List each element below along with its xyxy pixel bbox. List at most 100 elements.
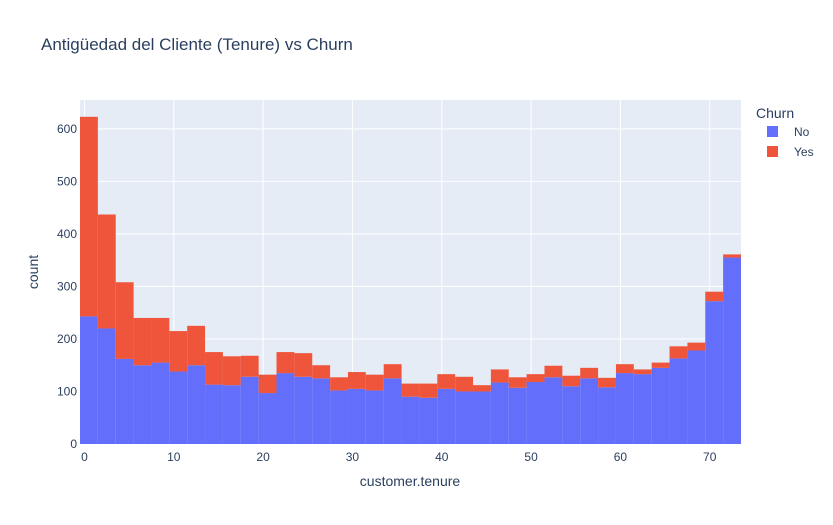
y-tick-label: 600 xyxy=(57,122,77,136)
legend-item-yes[interactable]: Yes xyxy=(767,145,814,159)
bar-yes[interactable] xyxy=(80,116,98,317)
bar-no[interactable] xyxy=(258,393,277,444)
legend-swatch-yes xyxy=(767,146,778,157)
bar-yes[interactable] xyxy=(115,282,134,359)
bar-yes[interactable] xyxy=(401,383,420,397)
bar-yes[interactable] xyxy=(705,291,724,302)
bar-yes[interactable] xyxy=(455,376,474,392)
legend-item-no[interactable]: No xyxy=(767,125,810,139)
bar-no[interactable] xyxy=(669,358,688,444)
bar-yes[interactable] xyxy=(365,374,384,391)
bar-no[interactable] xyxy=(276,373,295,444)
x-tick-label: 0 xyxy=(81,450,88,464)
bar-no[interactable] xyxy=(473,391,491,444)
bar-yes[interactable] xyxy=(383,364,402,379)
legend: Churn No Yes xyxy=(756,105,814,159)
bar-no[interactable] xyxy=(437,388,456,444)
bar-no[interactable] xyxy=(312,378,331,444)
y-tick-labels: 0 100 200 300 400 500 600 xyxy=(57,122,77,451)
bar-no[interactable] xyxy=(115,358,134,444)
bar-yes[interactable] xyxy=(687,342,706,351)
y-tick-label: 500 xyxy=(57,174,77,188)
bar-no[interactable] xyxy=(151,362,170,444)
y-tick-label: 0 xyxy=(70,437,77,451)
bar-yes[interactable] xyxy=(508,377,527,388)
bars-group xyxy=(80,116,741,444)
bar-yes[interactable] xyxy=(97,214,116,329)
bar-yes[interactable] xyxy=(151,317,170,363)
bar-yes[interactable] xyxy=(133,317,152,366)
y-tick-label: 200 xyxy=(57,332,77,346)
legend-swatch-no xyxy=(767,126,778,137)
bar-yes[interactable] xyxy=(723,254,741,258)
bar-yes[interactable] xyxy=(633,369,652,375)
bar-no[interactable] xyxy=(294,376,313,444)
bar-no[interactable] xyxy=(187,365,206,444)
bar-no[interactable] xyxy=(330,390,348,444)
bar-no[interactable] xyxy=(383,378,402,444)
bar-yes[interactable] xyxy=(419,383,438,398)
bar-yes[interactable] xyxy=(294,353,313,377)
bar-yes[interactable] xyxy=(240,355,259,377)
bar-yes[interactable] xyxy=(615,364,634,374)
bar-yes[interactable] xyxy=(544,365,563,378)
bar-no[interactable] xyxy=(97,328,116,444)
y-tick-label: 100 xyxy=(57,384,77,398)
bar-yes[interactable] xyxy=(598,377,616,388)
bar-yes[interactable] xyxy=(222,356,241,386)
x-tick-label: 10 xyxy=(167,450,181,464)
bar-no[interactable] xyxy=(705,301,724,444)
bar-no[interactable] xyxy=(580,378,599,444)
bar-yes[interactable] xyxy=(312,365,331,379)
bar-no[interactable] xyxy=(615,373,634,444)
bar-yes[interactable] xyxy=(490,369,509,383)
x-tick-label: 20 xyxy=(256,450,270,464)
chart-title: Antigüedad del Cliente (Tenure) vs Churn xyxy=(41,35,353,54)
bar-no[interactable] xyxy=(598,387,616,444)
bar-no[interactable] xyxy=(419,397,438,444)
bar-no[interactable] xyxy=(687,350,706,444)
bar-yes[interactable] xyxy=(437,374,456,389)
bar-yes[interactable] xyxy=(205,352,223,385)
x-tick-labels: 0 10 20 30 40 50 60 70 xyxy=(81,450,717,464)
bar-no[interactable] xyxy=(490,382,509,444)
bar-no[interactable] xyxy=(240,376,259,444)
bar-yes[interactable] xyxy=(330,377,348,391)
bar-no[interactable] xyxy=(347,388,366,444)
bar-no[interactable] xyxy=(455,391,474,444)
bar-no[interactable] xyxy=(562,386,581,444)
legend-label-no: No xyxy=(794,125,810,139)
bar-no[interactable] xyxy=(133,365,152,444)
x-tick-label: 40 xyxy=(435,450,449,464)
bar-no[interactable] xyxy=(365,390,384,444)
bar-yes[interactable] xyxy=(347,372,366,389)
bar-yes[interactable] xyxy=(669,346,688,359)
y-tick-label: 300 xyxy=(57,279,77,293)
bar-yes[interactable] xyxy=(187,325,206,366)
bar-yes[interactable] xyxy=(580,367,599,379)
bar-yes[interactable] xyxy=(473,385,491,392)
bar-yes[interactable] xyxy=(562,375,581,387)
bar-no[interactable] xyxy=(401,396,420,444)
bar-no[interactable] xyxy=(169,371,188,444)
bar-no[interactable] xyxy=(633,374,652,444)
x-tick-label: 70 xyxy=(703,450,717,464)
bar-no[interactable] xyxy=(544,377,563,444)
bar-yes[interactable] xyxy=(169,331,188,372)
bar-yes[interactable] xyxy=(258,374,277,394)
bar-no[interactable] xyxy=(526,382,545,444)
bar-no[interactable] xyxy=(222,385,241,444)
bar-yes[interactable] xyxy=(526,374,545,383)
legend-title: Churn xyxy=(756,105,794,121)
bar-no[interactable] xyxy=(205,384,223,444)
bar-no[interactable] xyxy=(723,257,741,444)
y-tick-label: 400 xyxy=(57,227,77,241)
x-axis-title: customer.tenure xyxy=(360,473,461,489)
bar-yes[interactable] xyxy=(651,362,670,368)
bar-no[interactable] xyxy=(651,367,670,444)
bar-yes[interactable] xyxy=(276,352,295,374)
x-tick-label: 30 xyxy=(346,450,360,464)
bar-no[interactable] xyxy=(80,316,98,444)
bar-no[interactable] xyxy=(508,387,527,444)
